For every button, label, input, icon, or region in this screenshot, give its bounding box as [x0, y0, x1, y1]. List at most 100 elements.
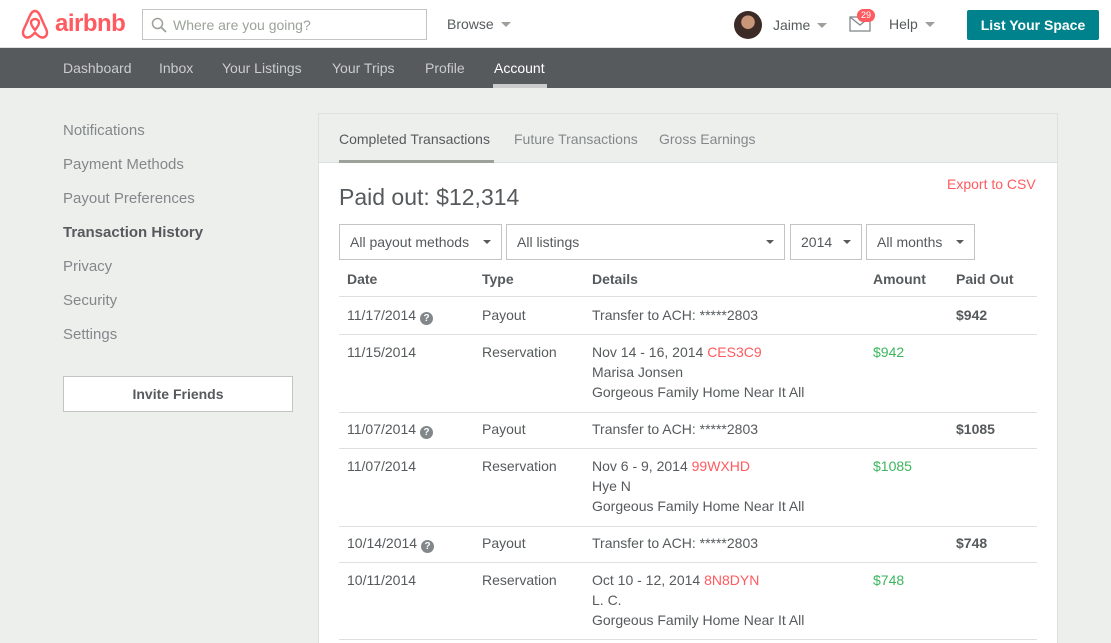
confirmation-code-link[interactable]: CES3C9: [707, 344, 762, 360]
row-date: 11/07/2014: [347, 458, 417, 474]
row-amount: $748: [873, 572, 905, 588]
search-icon: [151, 17, 167, 33]
tab-future-transactions[interactable]: Future Transactions: [514, 131, 638, 147]
chevron-down-icon: [924, 21, 935, 27]
row-reservation-dates: Nov 6 - 9, 2014 99WXHD: [592, 458, 750, 474]
column-header-amount: Amount: [873, 271, 926, 287]
row-paid-out: $748: [956, 535, 988, 551]
subnav-item-dashboard[interactable]: Dashboard: [63, 60, 132, 76]
row-type: Reservation: [482, 344, 557, 360]
row-listing-name: Gorgeous Family Home Near It All: [592, 612, 805, 628]
divider: [339, 334, 1037, 335]
row-type: Payout: [482, 535, 526, 551]
airbnb-logo-icon: [21, 9, 49, 39]
inbox-count-badge: 29: [857, 9, 876, 22]
search-input[interactable]: [173, 16, 413, 33]
row-type: Reservation: [482, 572, 557, 588]
active-subnav-indicator: [493, 84, 547, 88]
divider: [339, 526, 1037, 527]
listing-select[interactable]: All listings: [506, 224, 785, 260]
help-icon[interactable]: ?: [420, 426, 434, 439]
confirmation-code-link[interactable]: 99WXHD: [691, 458, 750, 474]
transaction-tabs: Completed Transactions Future Transactio…: [319, 114, 1057, 163]
chevron-down-icon: [956, 240, 964, 244]
column-header-paid-out: Paid Out: [956, 271, 1014, 287]
listing-value: All listings: [517, 234, 580, 250]
sidebar-item-settings[interactable]: Settings: [63, 326, 118, 343]
row-date: 11/17/2014?: [347, 305, 434, 325]
sidebar-item-payment-methods[interactable]: Payment Methods: [63, 156, 184, 173]
divider: [339, 296, 1037, 297]
column-header-details: Details: [592, 271, 638, 287]
sidebar-item-payout-preferences[interactable]: Payout Preferences: [63, 190, 195, 207]
divider: [339, 639, 1037, 640]
row-date: 10/14/2014?: [347, 533, 435, 553]
row-reservation-dates: Nov 14 - 16, 2014 CES3C9: [592, 344, 762, 360]
chevron-down-icon: [766, 240, 774, 244]
paid-out-total: Paid out: $12,314: [339, 184, 520, 210]
row-paid-out: $1085: [956, 421, 995, 437]
payout-method-select[interactable]: All payout methods: [339, 224, 502, 260]
tab-gross-earnings[interactable]: Gross Earnings: [659, 131, 756, 147]
row-details: Transfer to ACH: *****2803: [592, 421, 759, 437]
row-guest-name: Hye N: [592, 478, 631, 494]
brand-name: airbnb: [55, 10, 126, 37]
search-box[interactable]: [142, 9, 427, 40]
browse-menu[interactable]: Browse: [447, 16, 511, 32]
row-guest-name: Marisa Jonsen: [592, 364, 684, 380]
row-amount: $1085: [873, 458, 912, 474]
sidebar-item-notifications[interactable]: Notifications: [63, 122, 145, 139]
month-select[interactable]: All months: [866, 224, 975, 260]
subnav-item-inbox[interactable]: Inbox: [159, 60, 194, 76]
row-amount: $942: [873, 344, 905, 360]
sidebar-item-privacy[interactable]: Privacy: [63, 258, 113, 275]
subnav-item-your-trips[interactable]: Your Trips: [332, 60, 395, 76]
row-type: Payout: [482, 421, 526, 437]
year-select[interactable]: 2014: [790, 224, 862, 260]
top-header: airbnb Browse Jaime 29 Help List Your Sp…: [0, 0, 1111, 48]
invite-friends-button[interactable]: Invite Friends: [63, 376, 293, 412]
column-header-type: Type: [482, 271, 514, 287]
row-date: 11/07/2014?: [347, 419, 434, 439]
row-guest-name: L. C.: [592, 592, 622, 608]
airbnb-logo[interactable]: airbnb: [20, 8, 126, 40]
row-details: Transfer to ACH: *****2803: [592, 535, 759, 551]
year-value: 2014: [801, 234, 833, 250]
chevron-down-icon: [483, 240, 491, 244]
help-menu[interactable]: Help: [889, 16, 935, 32]
column-header-date: Date: [347, 271, 378, 287]
row-type: Payout: [482, 307, 526, 323]
chevron-down-icon: [843, 240, 851, 244]
row-type: Reservation: [482, 458, 557, 474]
chevron-down-icon: [817, 22, 828, 28]
tab-completed-transactions[interactable]: Completed Transactions: [339, 131, 490, 147]
divider: [339, 412, 1037, 413]
list-your-space-button[interactable]: List Your Space: [967, 10, 1099, 40]
divider: [339, 448, 1037, 449]
row-listing-name: Gorgeous Family Home Near It All: [592, 384, 805, 400]
sidebar-item-security[interactable]: Security: [63, 292, 118, 309]
row-listing-name: Gorgeous Family Home Near It All: [592, 498, 805, 514]
subnav-item-profile[interactable]: Profile: [425, 60, 465, 76]
divider: [339, 562, 1037, 563]
subnav-item-your-listings[interactable]: Your Listings: [222, 60, 302, 76]
help-icon[interactable]: ?: [420, 312, 434, 325]
user-menu[interactable]: Jaime: [734, 11, 828, 39]
browse-label: Browse: [447, 16, 494, 32]
row-paid-out: $942: [956, 307, 988, 323]
chevron-down-icon: [500, 21, 511, 27]
confirmation-code-link[interactable]: 8N8DYN: [704, 572, 760, 588]
active-tab-indicator: [339, 160, 494, 163]
account-subnav: Dashboard Inbox Your Listings Your Trips…: [0, 48, 1111, 88]
transaction-panel: Completed Transactions Future Transactio…: [318, 113, 1058, 643]
row-date: 11/15/2014: [347, 344, 417, 360]
user-name: Jaime: [773, 17, 811, 33]
subnav-item-account[interactable]: Account: [494, 60, 545, 76]
payout-method-value: All payout methods: [350, 234, 470, 250]
export-csv-link[interactable]: Export to CSV: [947, 176, 1036, 192]
row-date: 10/11/2014: [347, 572, 417, 588]
help-icon[interactable]: ?: [421, 540, 435, 553]
help-label: Help: [889, 16, 918, 32]
sidebar-item-transaction-history[interactable]: Transaction History: [63, 224, 204, 241]
row-details: Transfer to ACH: *****2803: [592, 307, 759, 323]
